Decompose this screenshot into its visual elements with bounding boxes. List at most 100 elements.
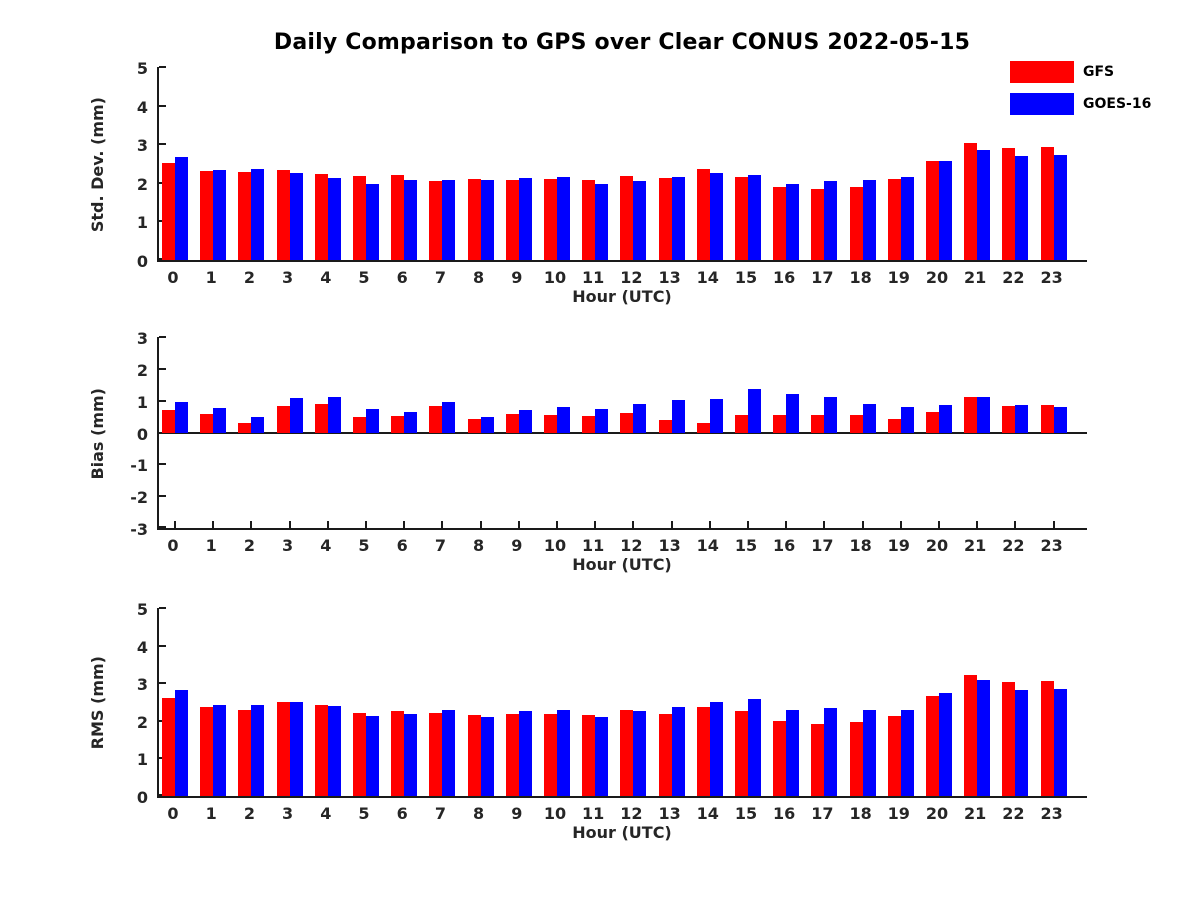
bar-gfs-hour-12 xyxy=(620,710,634,796)
x-tick-label: 16 xyxy=(773,268,796,287)
bar-goes16-hour-22 xyxy=(1015,155,1029,260)
bar-gfs-hour-1 xyxy=(200,413,214,433)
x-tick-label: 20 xyxy=(925,804,949,823)
x-tick-label: 22 xyxy=(1002,536,1025,555)
bar-gfs-hour-10 xyxy=(544,415,557,433)
x-tick-label: 14 xyxy=(696,536,719,555)
y-tick xyxy=(159,66,166,68)
y-tick-label: 0 xyxy=(136,252,148,271)
y-tick-label: 2 xyxy=(136,360,148,380)
x-tick-label: 11 xyxy=(582,268,605,287)
x-tick-label: 0 xyxy=(167,268,179,287)
bar-gfs-hour-23 xyxy=(1040,680,1054,796)
bar-gfs-hour-3 xyxy=(276,170,290,260)
bar-goes16-hour-20 xyxy=(939,405,952,433)
x-tick-label: 13 xyxy=(658,268,681,287)
bar-goes16-hour-4 xyxy=(327,177,341,260)
y-tick xyxy=(159,526,166,528)
y-tick-label: 2 xyxy=(136,174,148,194)
x-tick-label: 15 xyxy=(734,804,758,823)
y-tick-label: 5 xyxy=(136,59,148,78)
x-tick-label: 6 xyxy=(396,804,408,823)
bar-goes16-hour-7 xyxy=(442,179,456,260)
x-tick-label: 1 xyxy=(205,536,217,555)
x-tick-label: 8 xyxy=(473,804,485,823)
chart-title: Daily Comparison to GPS over Clear CONUS… xyxy=(273,30,971,55)
bar-goes16-hour-6 xyxy=(404,713,418,796)
y-tick xyxy=(159,463,166,466)
bar-gfs-hour-11 xyxy=(582,415,596,433)
bar-goes16-hour-15 xyxy=(748,175,761,260)
bar-gfs-hour-1 xyxy=(200,707,214,796)
x-tick-label: 10 xyxy=(543,268,567,287)
bar-gfs-hour-11 xyxy=(582,715,596,796)
bar-gfs-hour-22 xyxy=(1002,406,1016,433)
bar-goes16-hour-0 xyxy=(175,689,188,796)
bar-gfs-hour-20 xyxy=(926,695,939,796)
y-tick-label: -2 xyxy=(130,488,148,508)
x-tick-label: 12 xyxy=(620,536,643,555)
y-tick xyxy=(159,607,166,609)
bar-gfs-hour-5 xyxy=(353,713,366,796)
rms-x-axis-label: Hour (UTC) xyxy=(572,823,672,842)
bar-goes16-hour-8 xyxy=(480,180,494,260)
gfs-color-swatch xyxy=(1010,61,1074,83)
bar-goes16-hour-18 xyxy=(862,403,876,433)
x-tick xyxy=(594,521,597,528)
x-tick-label: 16 xyxy=(773,804,796,823)
bar-goes16-hour-17 xyxy=(824,180,838,260)
bar-goes16-hour-10 xyxy=(557,177,570,260)
x-tick xyxy=(785,521,788,528)
bar-goes16-hour-17 xyxy=(824,397,838,433)
bias-subplot: Bias (mm) -3 -2 -1 0 1 2 3 0 1 2 3 4 5 6 7 8 9 10 11 12 13 1… xyxy=(88,329,1087,574)
x-tick xyxy=(708,521,711,528)
stddev-plot-area xyxy=(157,66,1087,262)
bias-y-tick-labels: -3 -2 -1 0 1 2 3 xyxy=(106,329,148,539)
bar-gfs-hour-19 xyxy=(887,715,901,796)
bar-gfs-hour-4 xyxy=(314,404,328,433)
stddev-x-axis-label: Hour (UTC) xyxy=(572,287,672,306)
bar-gfs-hour-8 xyxy=(467,714,481,796)
bar-gfs-hour-19 xyxy=(887,178,901,260)
bar-goes16-hour-13 xyxy=(671,706,685,796)
x-tick-label: 6 xyxy=(396,536,408,555)
x-tick-label: 2 xyxy=(243,804,255,823)
x-tick-label: 18 xyxy=(849,268,872,287)
x-tick xyxy=(403,521,406,528)
y-tick xyxy=(159,682,166,685)
bar-gfs-hour-0 xyxy=(162,697,175,796)
bar-gfs-hour-9 xyxy=(505,179,519,260)
x-tick-label: 0 xyxy=(167,804,179,823)
x-tick-label: 2 xyxy=(243,268,255,287)
x-tick-label: 7 xyxy=(434,268,446,287)
bar-goes16-hour-3 xyxy=(289,702,303,796)
bar-goes16-hour-3 xyxy=(289,173,303,260)
bar-goes16-hour-2 xyxy=(251,417,265,433)
y-tick xyxy=(159,399,166,402)
bar-gfs-hour-14 xyxy=(696,169,710,260)
x-tick-label: 9 xyxy=(511,804,523,823)
bar-goes16-hour-1 xyxy=(213,170,227,260)
x-tick-label: 15 xyxy=(734,268,758,287)
bar-goes16-hour-19 xyxy=(900,709,914,796)
x-tick-label: 7 xyxy=(434,536,446,555)
bar-goes16-hour-17 xyxy=(824,708,838,796)
bar-goes16-hour-7 xyxy=(442,709,456,796)
bar-goes16-hour-14 xyxy=(709,399,723,433)
x-tick-label: 21 xyxy=(964,268,987,287)
bar-goes16-hour-5 xyxy=(366,183,379,260)
zero-line xyxy=(159,431,1087,434)
bar-goes16-hour-9 xyxy=(518,177,532,260)
y-tick xyxy=(159,367,166,370)
x-tick-label: 13 xyxy=(658,804,681,823)
bar-goes16-hour-11 xyxy=(595,717,609,796)
bar-gfs-hour-17 xyxy=(811,724,825,796)
bar-gfs-hour-7 xyxy=(429,406,443,433)
bar-gfs-hour-8 xyxy=(467,418,481,433)
bar-goes16-hour-19 xyxy=(900,407,914,433)
x-tick xyxy=(479,521,482,528)
bar-goes16-hour-8 xyxy=(480,417,494,433)
y-tick xyxy=(159,336,166,338)
bar-gfs-hour-9 xyxy=(505,414,519,433)
